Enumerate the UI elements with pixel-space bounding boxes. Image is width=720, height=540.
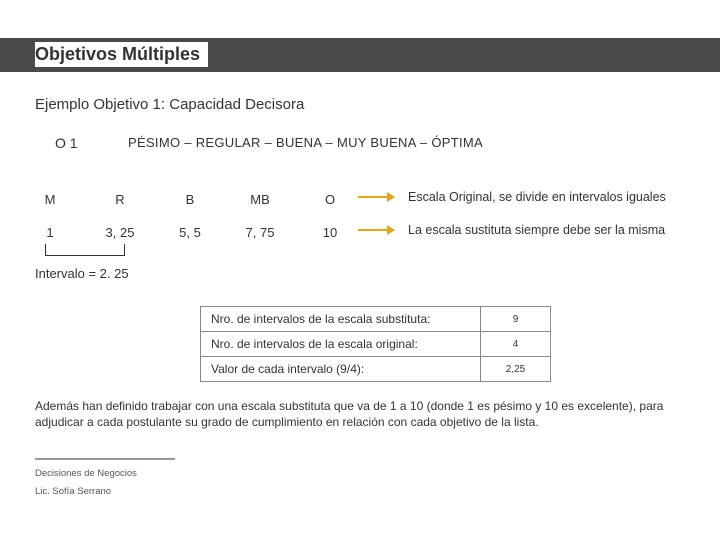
note-original-scale: Escala Original, se divide en intervalos… <box>408 190 666 204</box>
note-substitute-scale: La escala sustituta siempre debe ser la … <box>408 223 665 237</box>
table-cell-value: 2,25 <box>481 357 551 382</box>
table-cell-value: 4 <box>481 332 551 357</box>
scale-value-4: 7, 75 <box>235 225 285 240</box>
table-row: Valor de cada intervalo (9/4): 2,25 <box>201 357 551 382</box>
qualitative-scale: PÉSIMO – REGULAR – BUENA – MUY BUENA – Ó… <box>128 135 483 150</box>
scale-value-5: 10 <box>305 225 355 240</box>
scale-label-b: B <box>170 192 210 207</box>
table-row: Nro. de intervalos de la escala original… <box>201 332 551 357</box>
intervals-table: Nro. de intervalos de la escala substitu… <box>200 306 551 382</box>
arrow-icon <box>358 229 394 231</box>
footer-course: Decisiones de Negocios <box>35 468 137 479</box>
scale-label-o: O <box>310 192 350 207</box>
table-cell-key: Valor de cada intervalo (9/4): <box>201 357 481 382</box>
table-cell-key: Nro. de intervalos de la escala substitu… <box>201 307 481 332</box>
scale-value-2: 3, 25 <box>95 225 145 240</box>
footer-divider <box>35 458 175 460</box>
arrow-icon <box>358 196 394 198</box>
page-title: Objetivos Múltiples <box>35 42 208 67</box>
objective-id: O 1 <box>55 135 78 151</box>
description-paragraph: Además han definido trabajar con una esc… <box>35 398 685 430</box>
scale-value-3: 5, 5 <box>165 225 215 240</box>
footer-author: Lic. Sofía Serrano <box>35 486 111 497</box>
scale-value-1: 1 <box>25 225 75 240</box>
scale-label-mb: MB <box>240 192 280 207</box>
subtitle: Ejemplo Objetivo 1: Capacidad Decisora <box>35 96 304 113</box>
table-cell-value: 9 <box>481 307 551 332</box>
interval-bracket <box>45 244 125 256</box>
scale-label-m: M <box>30 192 70 207</box>
table-cell-key: Nro. de intervalos de la escala original… <box>201 332 481 357</box>
scale-label-r: R <box>100 192 140 207</box>
table-row: Nro. de intervalos de la escala substitu… <box>201 307 551 332</box>
interval-label: Intervalo = 2. 25 <box>35 266 129 281</box>
